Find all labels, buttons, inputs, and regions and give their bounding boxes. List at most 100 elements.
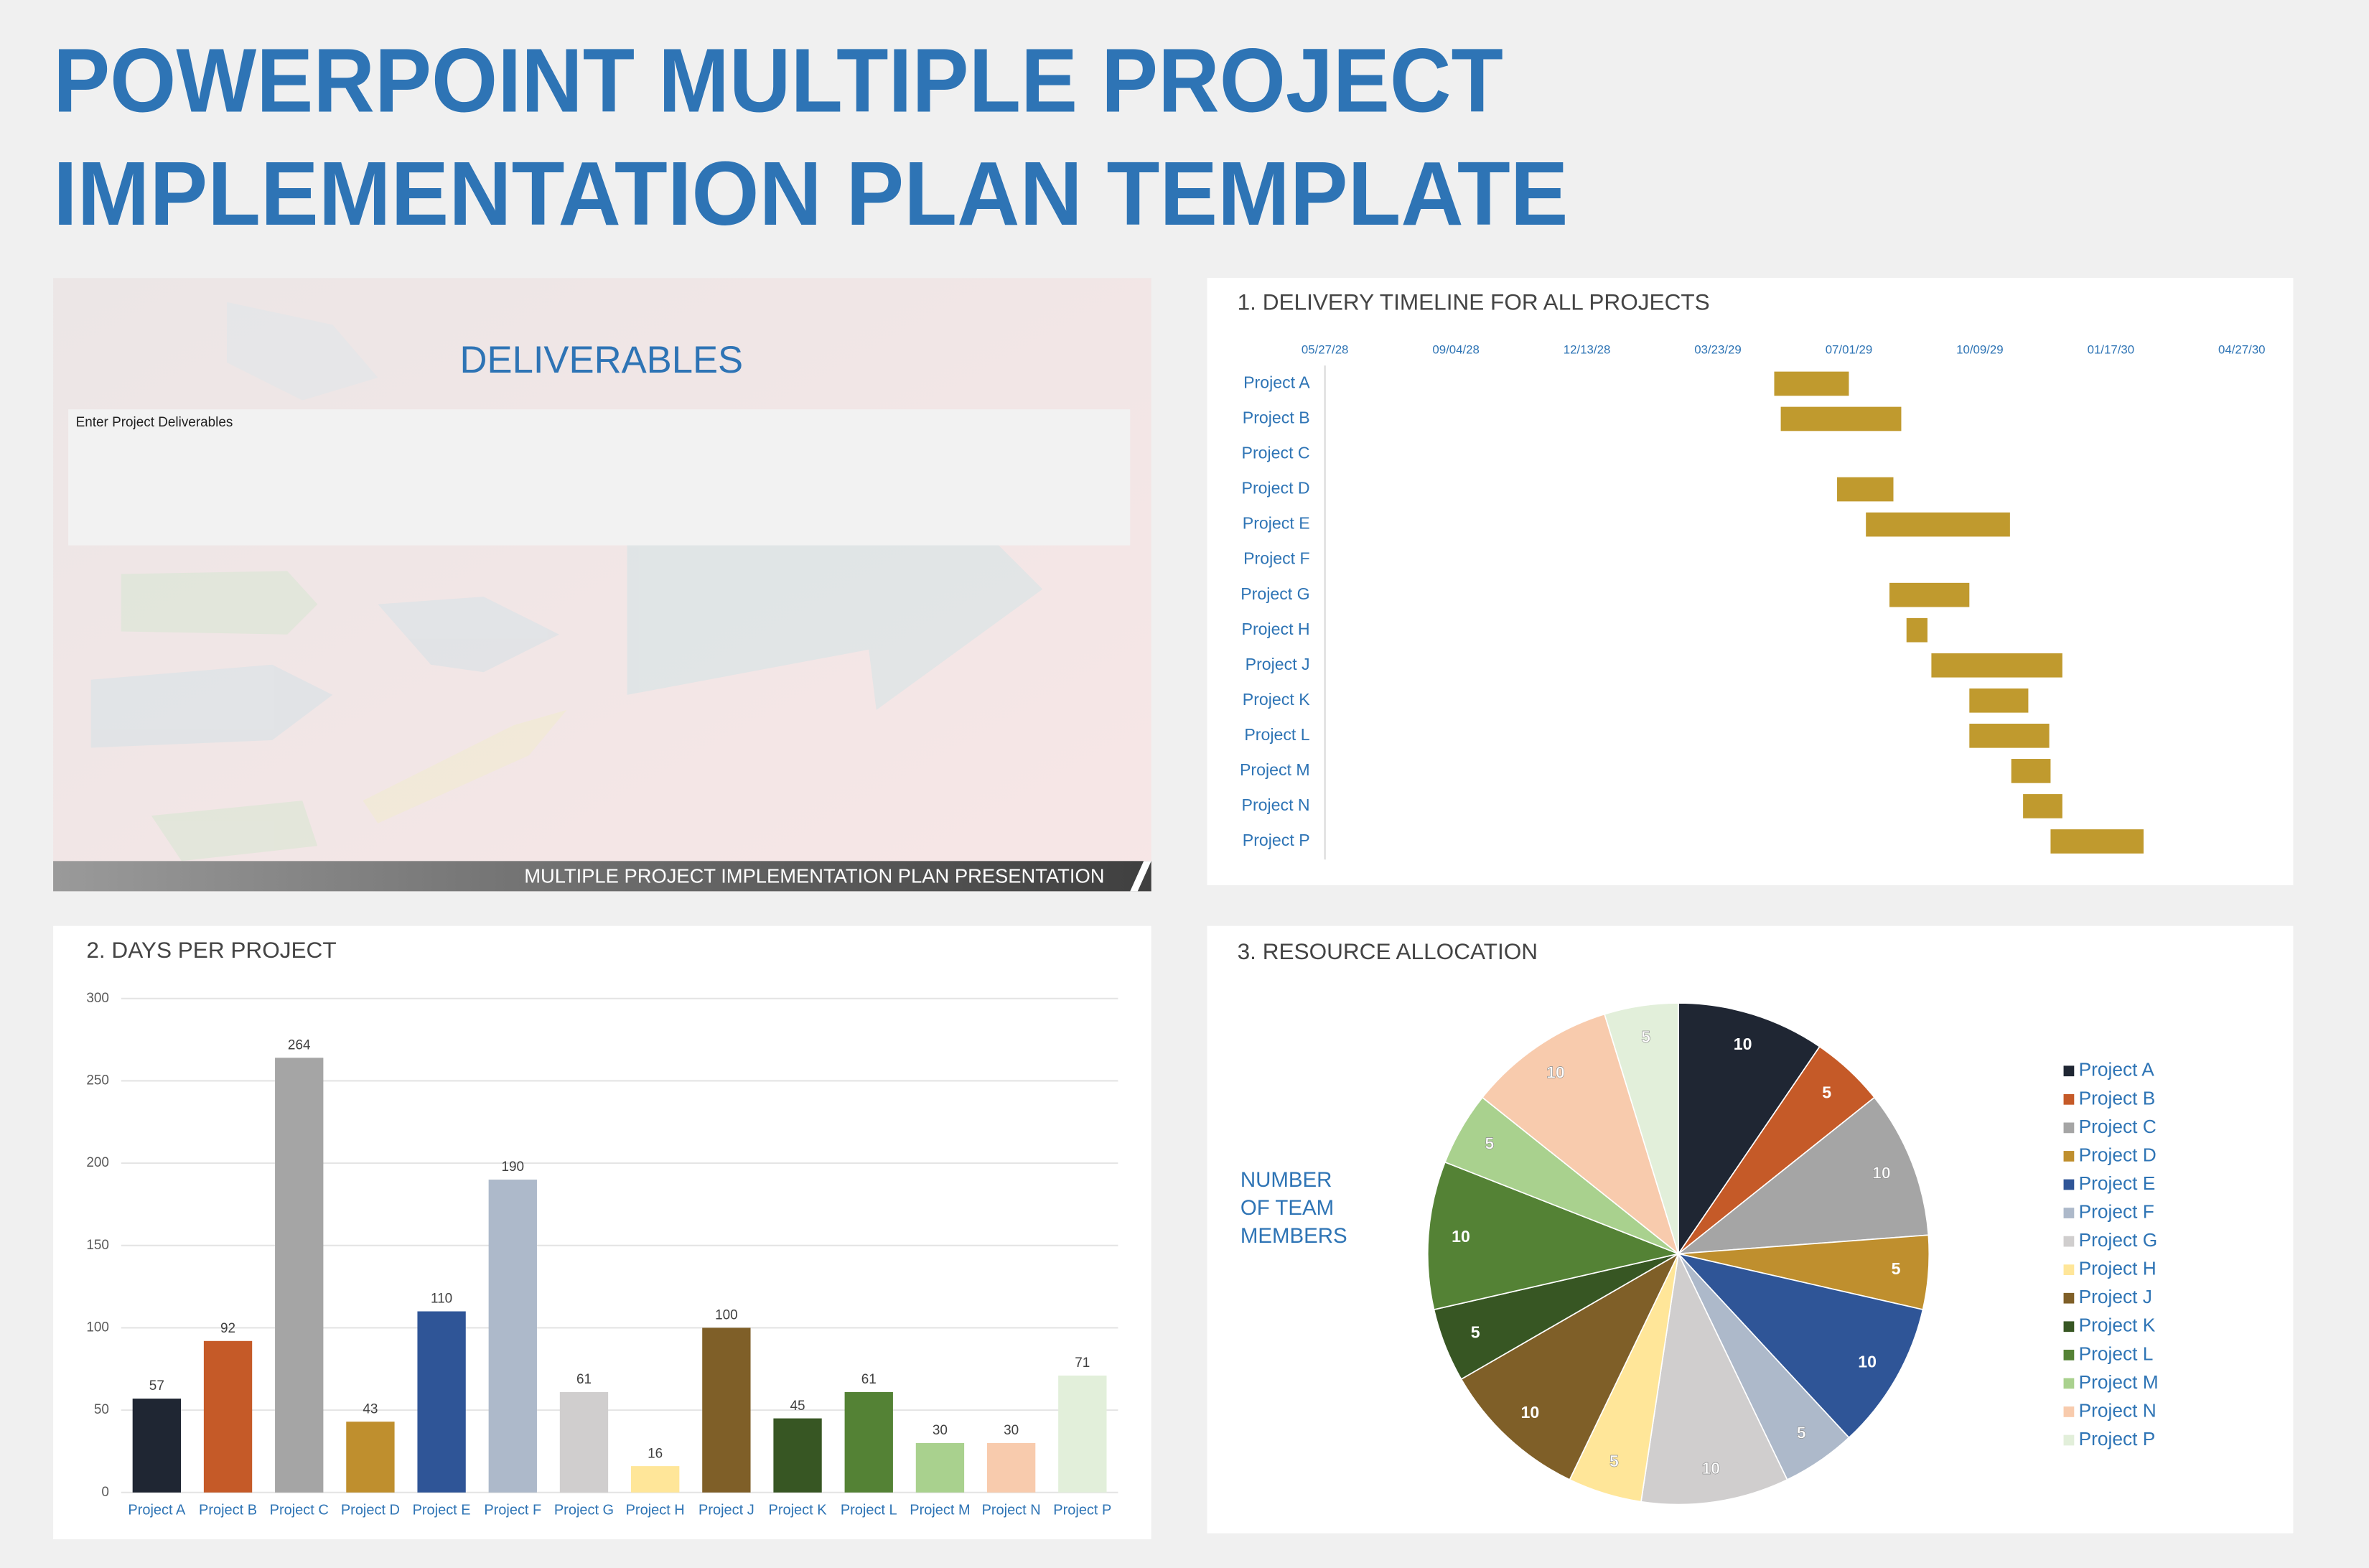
gantt-bar: [1837, 477, 1894, 502]
data-label: 264: [288, 1038, 311, 1053]
y-tick-label: Project M: [1240, 760, 1310, 779]
bar: [1058, 1375, 1107, 1493]
gantt-bar: [1780, 406, 1902, 431]
legend-label: Project C: [2079, 1116, 2157, 1137]
legend-label: Project P: [2079, 1428, 2156, 1450]
legend-label: Project B: [2079, 1087, 2156, 1109]
x-tick-label: Project N: [982, 1502, 1041, 1518]
legend-swatch: [2063, 1122, 2075, 1134]
legend-label: Project E: [2079, 1172, 2156, 1194]
legend-label: Project N: [2079, 1399, 2157, 1421]
gantt-bar: [1969, 688, 2029, 713]
x-tick-label: Project B: [199, 1502, 257, 1518]
x-tick-label: 07/01/29: [1826, 343, 1873, 357]
legend-label: Project M: [2079, 1371, 2159, 1393]
arrow-shape: [90, 664, 333, 748]
slide-background: [53, 278, 1151, 892]
x-tick-label: Project L: [841, 1502, 897, 1518]
x-tick-label: 10/09/29: [1956, 343, 2004, 357]
x-tick-label: 01/17/30: [2088, 343, 2135, 357]
y-tick-label: 250: [86, 1073, 109, 1088]
footer-accent: [1130, 861, 1151, 892]
data-label: 10: [1872, 1163, 1891, 1182]
legend-swatch: [2063, 1349, 2075, 1361]
data-label: 57: [149, 1378, 164, 1394]
y-tick-label: Project J: [1246, 655, 1310, 673]
gantt-bar: [2023, 794, 2062, 818]
gantt-bar: [1774, 371, 1849, 396]
legend-swatch: [2063, 1151, 2075, 1162]
y-tick-label: Project E: [1243, 514, 1310, 533]
y-tick-label: Project H: [1242, 620, 1310, 638]
data-label: 5: [1797, 1424, 1806, 1442]
slide-text: Enter Project Deliverables: [76, 415, 233, 430]
pie-label: MEMBERS: [1240, 1224, 1347, 1248]
y-tick-label: Project A: [1243, 373, 1310, 392]
legend-swatch: [2063, 1406, 2075, 1417]
x-tick-label: Project K: [769, 1502, 828, 1518]
data-label: 5: [1471, 1322, 1480, 1341]
data-label: 100: [715, 1308, 738, 1323]
data-label: 5: [1609, 1452, 1619, 1470]
data-label: 5: [1892, 1259, 1901, 1278]
bar: [631, 1466, 680, 1493]
legend-swatch: [2063, 1264, 2075, 1276]
legend-label: Project A: [2079, 1059, 2155, 1081]
pie-slice: [1426, 1161, 1681, 1311]
legend-label: Project L: [2079, 1343, 2154, 1364]
legend-label: Project K: [2079, 1315, 2156, 1336]
gantt-bar: [1889, 582, 1970, 607]
bar: [986, 1442, 1036, 1493]
pie-slice: [1678, 1002, 1821, 1256]
pie-slice: [1676, 1096, 1930, 1255]
x-tick-label: Project A: [128, 1502, 186, 1518]
arrow-shape: [121, 571, 318, 635]
y-tick-label: Project C: [1242, 444, 1310, 462]
legend-swatch: [2063, 1093, 2075, 1105]
data-label: 16: [648, 1446, 663, 1461]
data-label: 5: [1641, 1027, 1650, 1046]
x-tick-label: Project P: [1053, 1502, 1111, 1518]
legend-swatch: [2063, 1292, 2075, 1304]
x-tick-label: Project D: [341, 1502, 400, 1518]
data-label: 10: [1546, 1063, 1565, 1081]
data-label: 61: [576, 1372, 592, 1387]
legend-label: Project G: [2079, 1229, 2158, 1251]
pie-slice: [1481, 1013, 1680, 1256]
data-label: 10: [1701, 1459, 1720, 1478]
legend-swatch: [2063, 1065, 2075, 1077]
bar: [702, 1327, 751, 1493]
y-tick-label: Project L: [1244, 725, 1309, 744]
arrow-shape: [363, 709, 567, 823]
gantt-bar: [1906, 617, 1928, 643]
data-label: 5: [1485, 1134, 1494, 1153]
y-tick-label: 50: [94, 1402, 109, 1417]
legend-label: Project D: [2079, 1144, 2157, 1165]
y-tick-label: Project F: [1243, 549, 1310, 568]
data-label: 190: [502, 1159, 525, 1175]
bar: [275, 1058, 324, 1493]
x-tick-label: Project C: [270, 1502, 329, 1518]
chart-title: 2. DAYS PER PROJECT: [86, 937, 336, 963]
gantt-bar: [1866, 512, 2010, 537]
pie-label: NUMBER: [1240, 1168, 1332, 1192]
pie-slice: [1640, 1251, 1788, 1506]
legend-label: Project J: [2079, 1286, 2152, 1307]
x-tick-label: 03/23/29: [1694, 343, 1742, 357]
y-tick-label: Project N: [1242, 795, 1310, 814]
data-label: 61: [861, 1372, 877, 1387]
panel: [1207, 278, 2294, 885]
bar: [203, 1340, 253, 1493]
y-tick-label: Project G: [1240, 584, 1309, 603]
pie-label: OF TEAM: [1240, 1196, 1334, 1220]
y-tick-label: Project D: [1242, 479, 1310, 498]
gantt-bar: [2011, 759, 2051, 783]
data-label: 5: [1822, 1083, 1831, 1102]
pie-slice: [1460, 1252, 1680, 1481]
bar: [773, 1418, 822, 1493]
slide-footer: [53, 861, 1151, 892]
x-tick-label: Project H: [626, 1502, 685, 1518]
data-label: 10: [1452, 1227, 1470, 1246]
bar: [559, 1391, 609, 1493]
